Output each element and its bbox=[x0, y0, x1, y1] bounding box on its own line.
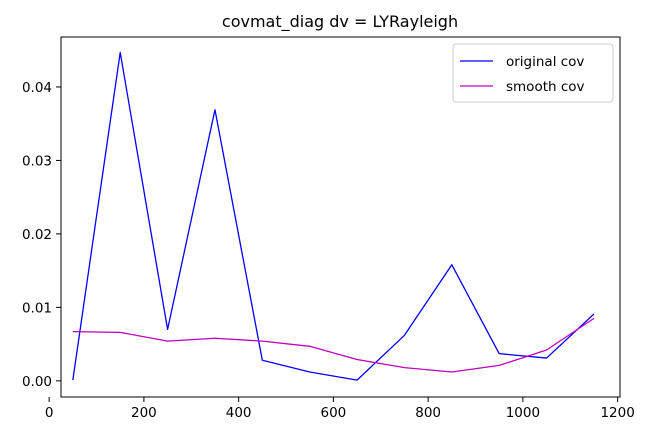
x-tick-label: 800 bbox=[415, 405, 441, 421]
x-tick-label: 1200 bbox=[600, 405, 634, 421]
x-tick-label: 1000 bbox=[506, 405, 540, 421]
y-tick-label: 0.04 bbox=[22, 80, 52, 96]
x-tick-label: 600 bbox=[321, 405, 347, 421]
x-tick-label: 200 bbox=[131, 405, 157, 421]
legend-label-0: original cov bbox=[506, 54, 584, 70]
y-tick-label: 0.00 bbox=[22, 374, 52, 390]
series-line-1 bbox=[72, 317, 595, 373]
y-tick-label: 0.03 bbox=[22, 153, 52, 169]
series-line-0 bbox=[72, 51, 595, 381]
y-tick-label: 0.02 bbox=[22, 227, 52, 243]
legend-label-1: smooth cov bbox=[506, 79, 585, 95]
axes-frame bbox=[60, 36, 621, 398]
legend: original cov smooth cov bbox=[452, 43, 614, 103]
chart-title: covmat_diag dv = LYRayleigh bbox=[222, 12, 458, 32]
y-tick-label: 0.01 bbox=[22, 300, 52, 316]
x-tick-label: 0 bbox=[45, 405, 54, 421]
axes: 0 200 400 600 800 1000 1200 0.00 0.01 0.02 0.03 0.0… bbox=[22, 36, 635, 421]
legend-box bbox=[452, 43, 614, 103]
x-tick-label: 400 bbox=[226, 405, 252, 421]
plot-area bbox=[72, 51, 595, 381]
